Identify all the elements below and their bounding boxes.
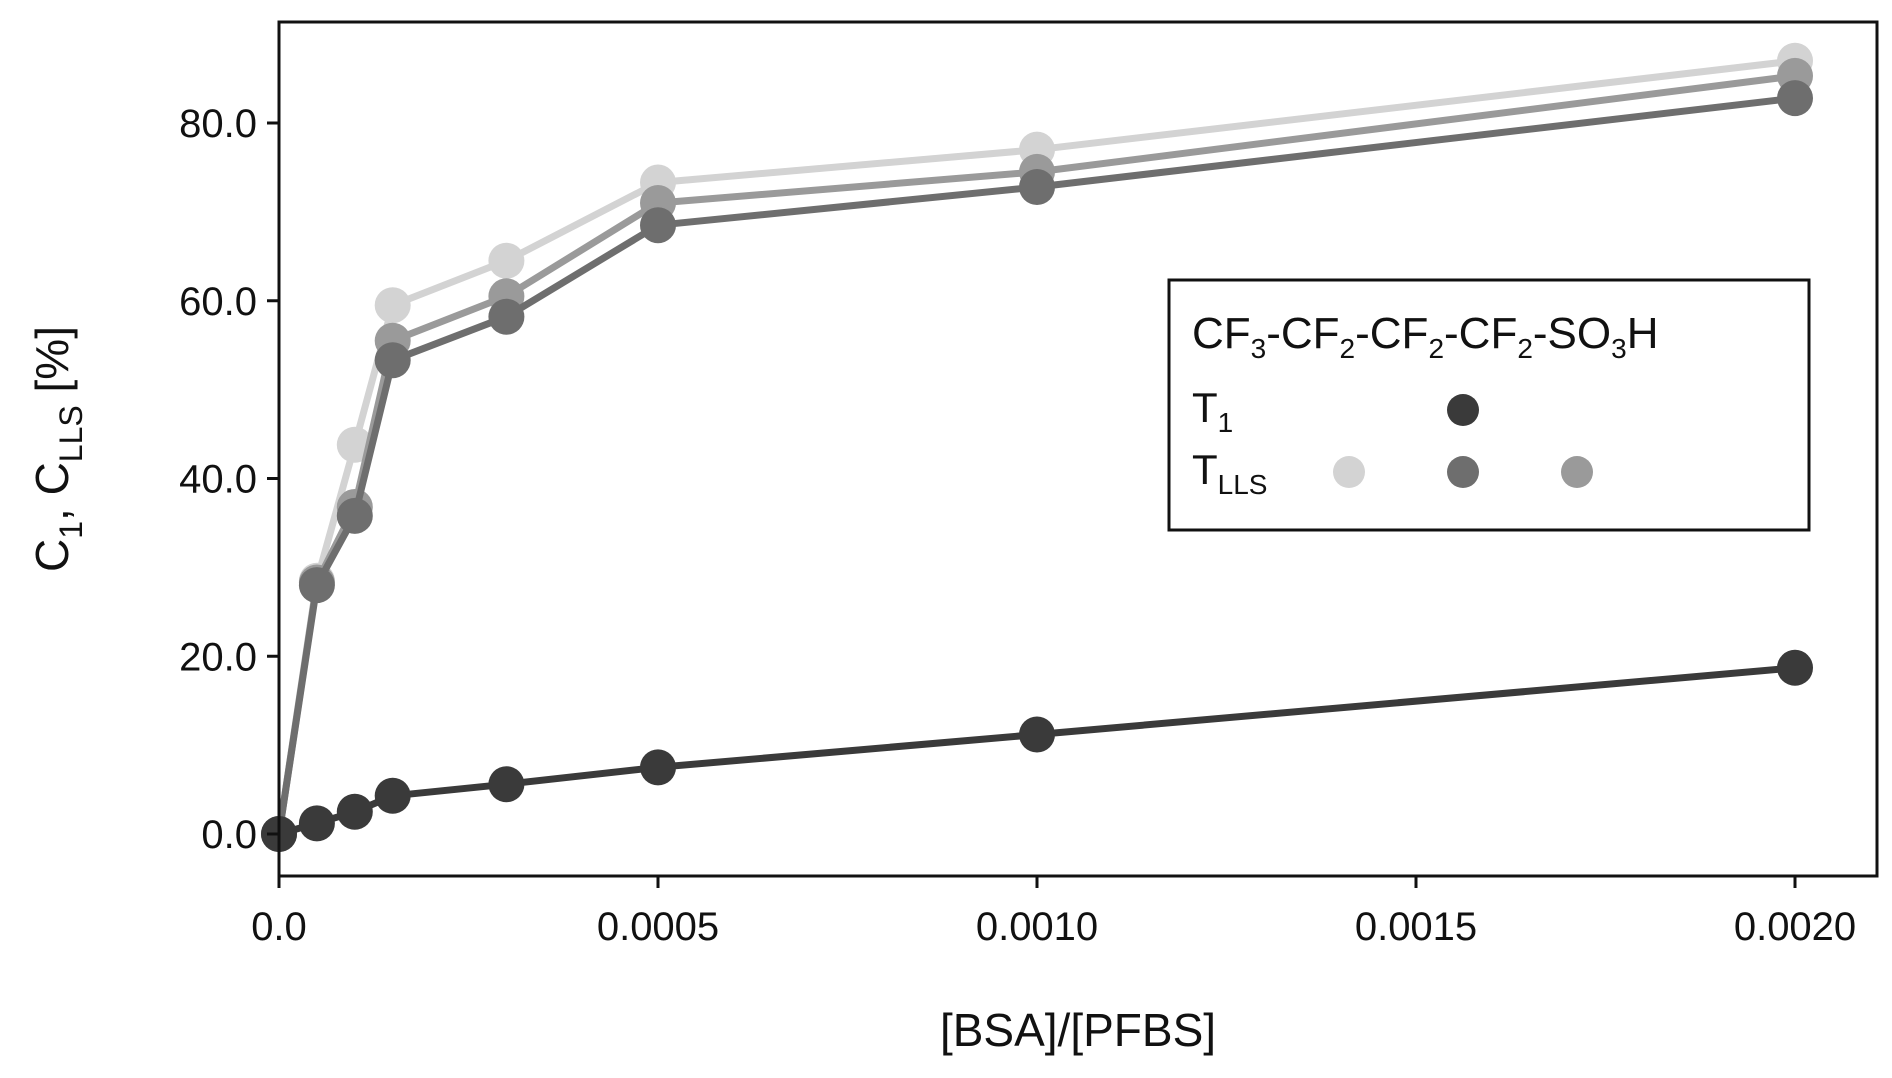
data-point [374,342,411,379]
y-tick-label: 80.0 [179,102,257,146]
x-axis-ticks: 0.0 0.0005 0.0010 0.0015 0.0020 [251,876,1856,949]
y-tick-label: 60.0 [179,280,257,324]
legend-label-tlls: TLLS [1192,446,1267,500]
series-layer [261,42,1813,852]
legend-box [1167,278,1811,532]
legend-title: CF3-CF2-CF2-CF2-SO3H [1192,309,1659,364]
legend-marker-tlls [1333,456,1365,488]
data-point [640,207,676,244]
data-point [488,766,525,803]
x-tick-label: 0.0020 [1734,905,1856,949]
data-point [1777,649,1813,686]
legend: CF3-CF2-CF2-CF2-SO3H T1 TLLS [1167,278,1811,532]
y-axis-title: C1, CLLS [%] [26,326,89,572]
legend-marker-tlls [1561,456,1593,488]
plot-frame [277,20,1879,878]
y-title-unit: [%] [26,326,78,405]
data-point [374,777,411,814]
y-title-sub1: 1 [53,521,89,539]
data-point [336,497,373,534]
x-tick-label: 0.0015 [1355,905,1477,949]
data-point [374,287,411,324]
legend-markers [1333,394,1593,488]
svg-text:C1, CLLS [%]: C1, CLLS [%] [26,326,89,572]
legend-label-t1: T1 [1192,384,1233,438]
x-axis-title: [BSA]/[PFBS] [940,1004,1216,1056]
data-point [298,805,335,842]
data-point [1777,80,1813,117]
data-point [1019,716,1055,753]
series-3 [261,649,1813,852]
x-tick-label: 0.0005 [597,905,719,949]
legend-marker-t1 [1447,394,1479,426]
x-tick-label: 0.0010 [976,905,1098,949]
x-tick-label: 0.0 [251,905,307,949]
y-tick-label: 0.0 [201,813,257,857]
y-tick-label: 20.0 [179,635,257,679]
series-line [275,57,1796,835]
y-title-c1: C [26,539,78,572]
data-point [336,793,373,830]
y-axis-ticks: 0.0 20.0 40.0 60.0 80.0 [179,102,279,857]
data-point [640,749,676,786]
data-point [488,242,525,279]
legend-marker-tlls [1447,456,1479,488]
data-point [488,298,525,335]
data-point [1019,168,1055,205]
data-point [298,567,335,604]
y-title-sub2: LLS [53,405,89,462]
y-title-sep: , C [26,462,78,521]
y-tick-label: 40.0 [179,458,257,502]
